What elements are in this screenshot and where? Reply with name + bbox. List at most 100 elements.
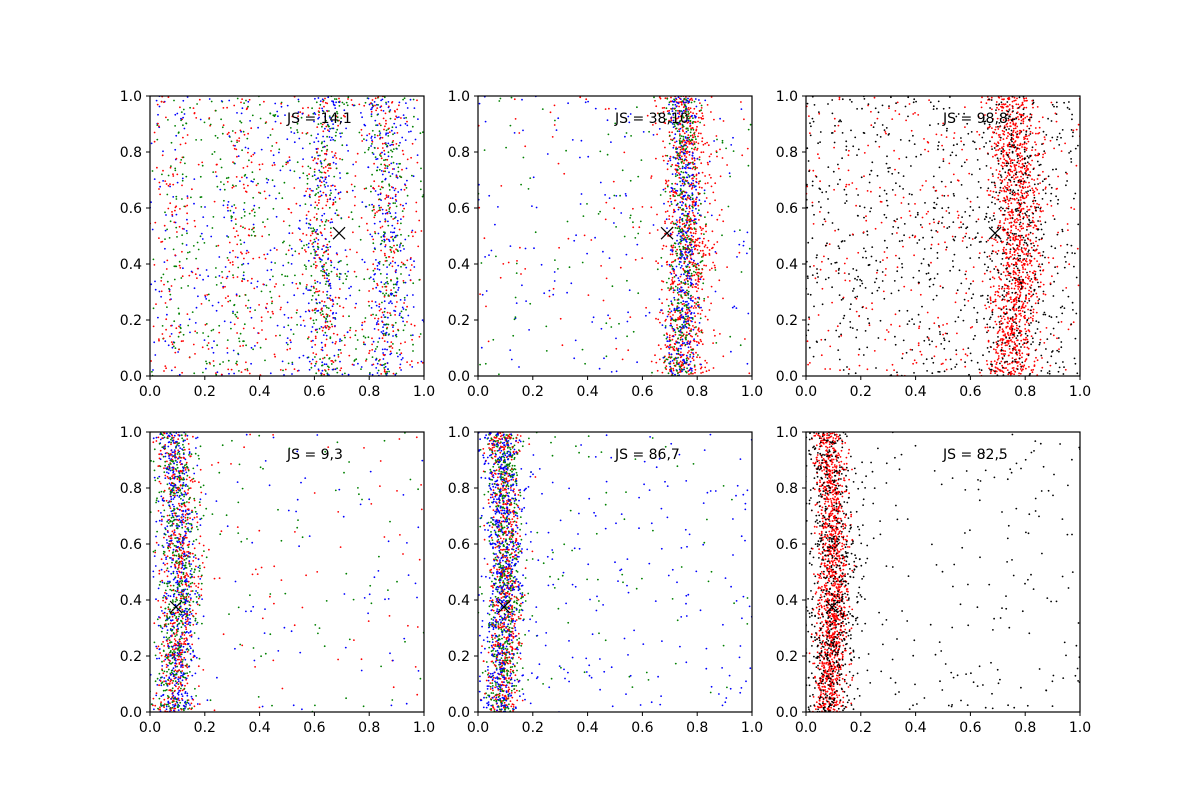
scatter-point xyxy=(328,110,330,112)
scatter-point xyxy=(328,130,331,133)
scatter-point xyxy=(339,349,342,351)
scatter-point xyxy=(179,161,182,164)
scatter-point xyxy=(845,149,848,151)
scatter-point xyxy=(680,140,683,143)
scatter-point xyxy=(698,186,701,189)
scatter-point xyxy=(157,122,159,125)
scatter-point xyxy=(153,131,156,134)
scatter-point xyxy=(674,103,677,106)
scatter-point xyxy=(282,220,285,223)
scatter-point xyxy=(697,305,700,307)
scatter-point xyxy=(710,185,713,188)
scatter-point xyxy=(250,127,253,130)
scatter-point xyxy=(174,347,177,349)
scatter-point xyxy=(410,323,413,326)
scatter-point xyxy=(163,224,166,227)
scatter-point xyxy=(695,112,698,115)
scatter-point xyxy=(693,141,695,143)
scatter-point xyxy=(384,334,387,337)
scatter-point xyxy=(389,175,392,178)
scatter-point xyxy=(722,120,725,122)
scatter-point xyxy=(827,166,830,169)
scatter-point xyxy=(680,294,682,297)
scatter-point xyxy=(226,257,229,259)
scatter-point xyxy=(402,308,405,310)
scatter-point xyxy=(370,113,373,115)
scatter-point xyxy=(284,275,287,277)
scatter-point xyxy=(243,133,246,136)
scatter-point xyxy=(385,194,388,197)
scatter-point xyxy=(391,246,393,249)
scatter-point xyxy=(305,286,308,288)
scatter-point xyxy=(418,219,421,222)
scatter-point xyxy=(318,301,321,304)
scatter-point xyxy=(827,329,830,332)
scatter-point xyxy=(693,175,696,178)
scatter-point xyxy=(372,206,375,209)
scatter-point xyxy=(389,197,392,200)
scatter-point xyxy=(382,292,384,295)
scatter-point xyxy=(693,157,696,159)
scatter-point xyxy=(296,309,298,311)
scatter-point xyxy=(362,335,365,338)
scatter-point xyxy=(240,121,243,124)
scatter-point xyxy=(223,183,225,186)
scatter-point xyxy=(968,373,970,376)
scatter-point xyxy=(689,185,691,187)
scatter-point xyxy=(698,241,701,244)
scatter-point xyxy=(681,158,684,161)
scatter-point xyxy=(317,97,320,99)
scatter-point xyxy=(809,265,811,268)
scatter-point xyxy=(678,362,681,364)
scatter-point xyxy=(215,245,218,248)
scatter-point xyxy=(498,373,500,376)
scatter-point xyxy=(414,231,417,234)
scatter-point xyxy=(689,297,692,300)
scatter-point xyxy=(332,138,335,141)
scatter-point xyxy=(394,195,397,198)
scatter-point xyxy=(286,348,289,351)
scatter-point xyxy=(710,111,712,113)
scatter-point xyxy=(682,300,685,303)
scatter-point xyxy=(955,154,957,157)
scatter-point xyxy=(584,362,586,365)
scatter-point xyxy=(1031,146,1034,149)
scatter-point xyxy=(270,296,273,299)
scatter-point xyxy=(408,274,411,276)
scatter-point xyxy=(870,255,873,258)
y-tick-label: 0.6 xyxy=(120,201,142,217)
scatter-point xyxy=(307,337,309,340)
scatter-point xyxy=(688,309,691,312)
js-annotation: JS = 14,1 xyxy=(286,111,352,127)
scatter-point xyxy=(363,320,366,323)
scatter-point xyxy=(587,294,590,296)
scatter-point xyxy=(317,117,319,120)
scatter-point xyxy=(906,323,909,325)
scatter-point xyxy=(328,167,330,170)
scatter-point xyxy=(232,249,234,252)
scatter-point xyxy=(420,167,422,170)
scatter-point xyxy=(327,253,330,256)
scatter-point xyxy=(336,367,338,370)
scatter-point xyxy=(687,246,689,249)
scatter-point xyxy=(390,341,393,343)
scatter-point xyxy=(181,198,183,200)
scatter-point xyxy=(391,265,394,268)
scatter-point xyxy=(186,204,189,207)
scatter-point xyxy=(339,135,342,138)
scatter-point xyxy=(323,224,326,227)
scatter-point xyxy=(684,258,687,261)
scatter-point xyxy=(384,164,387,167)
scatter-point xyxy=(664,211,667,213)
scatter-point xyxy=(403,97,406,100)
scatter-point xyxy=(178,348,180,351)
scatter-point xyxy=(307,114,310,117)
scatter-point xyxy=(365,139,368,142)
scatter-point xyxy=(411,334,414,336)
scatter-point xyxy=(662,312,664,315)
scatter-point xyxy=(671,246,674,249)
scatter-point xyxy=(1043,311,1046,314)
scatter-point xyxy=(303,244,305,247)
scatter-point xyxy=(404,183,406,186)
scatter-point xyxy=(164,180,167,183)
